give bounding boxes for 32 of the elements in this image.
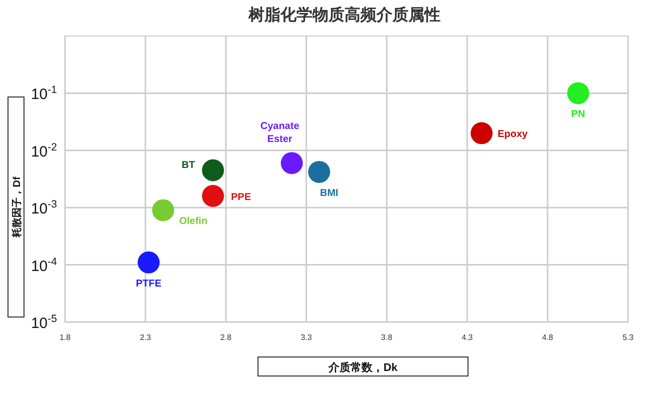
x-tick-label: 2.3 [140, 333, 152, 342]
y-tick-label: 10$^{-5}$ [30, 313, 58, 332]
y-tick-label: 10$^{-1}$ [30, 84, 58, 104]
point [567, 82, 590, 104]
point [470, 122, 493, 144]
series-label: PN [571, 109, 586, 120]
y-tick-label: 10$^{-3}$ [30, 198, 58, 218]
x-tick-label: 4.8 [542, 333, 554, 342]
point [202, 184, 224, 207]
series-label: Olefin [179, 216, 208, 228]
series-label: PTFE [136, 278, 162, 290]
series-label: BT [182, 160, 195, 172]
y-tick-label: 10$^{-4}$ [30, 256, 58, 275]
series-label: PPE [230, 192, 252, 203]
y-axis-title: 耗散因子，Df [11, 176, 23, 238]
x-tick-label: 2.8 [220, 333, 232, 342]
x-tick-label: 5.3 [622, 333, 634, 342]
point [138, 251, 160, 274]
series-label: Cyanate Ester [260, 121, 300, 146]
x-tick-label: 3.3 [300, 333, 312, 342]
x-tick-label: 4.3 [462, 333, 474, 342]
x-axis-title: 介质常数，Dk [327, 361, 398, 374]
series-label: BMI [320, 188, 339, 199]
point [308, 160, 330, 183]
x-tick-label: 1.8 [59, 333, 72, 342]
point [280, 152, 303, 174]
y-tick-label: 10$^{-2}$ [30, 141, 58, 160]
x-tick-label: 3.8 [381, 333, 393, 342]
point [152, 199, 174, 222]
series-label: Epoxy [498, 129, 528, 140]
chart-title: 树脂化学物质高频介质属性 [248, 5, 440, 24]
point [202, 159, 224, 182]
